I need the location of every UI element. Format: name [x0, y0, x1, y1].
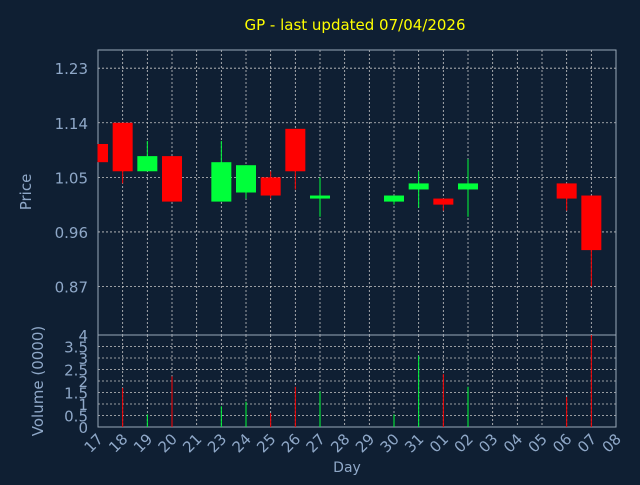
candle-body [137, 156, 158, 172]
candle [581, 195, 602, 287]
candle [112, 122, 133, 184]
price-y-tick-label: 0.96 [55, 224, 88, 242]
volume-y-tick-label: 0.5 [64, 408, 88, 426]
chart-title: GP - last updated 07/04/2026 [244, 16, 465, 34]
volume-plot-frame [97, 334, 617, 428]
candle-body [236, 165, 256, 193]
candle [285, 128, 306, 190]
price-y-ticks: 1.23 1.14 1.05 0.96 0.87 [55, 60, 88, 296]
candle-body [162, 156, 182, 202]
volume-y-tick-label: 0 [78, 419, 88, 437]
volume-y-tick-label: 1.5 [64, 385, 88, 403]
candle-body [408, 183, 429, 190]
candle-body [433, 198, 454, 205]
volume-axis-label: Volume (0000) [29, 326, 47, 436]
candle [137, 140, 158, 172]
volume-y-tick-label: 2.5 [64, 362, 88, 380]
candles [97, 122, 602, 287]
candle-body [260, 177, 281, 196]
candle [260, 171, 281, 199]
candle [384, 195, 404, 205]
candle [458, 159, 478, 217]
price-y-tick-label: 1.14 [55, 115, 88, 133]
candle-body [458, 183, 478, 190]
volume-y-ticks: 43.532.521.510.50 [64, 327, 88, 437]
candle [97, 143, 108, 163]
volume-y-tick-label: 2 [78, 373, 88, 391]
volume-y-tick-label: 3.5 [64, 339, 88, 357]
candle-body [112, 122, 133, 172]
candle-body [384, 195, 404, 202]
price-y-tick-label: 0.87 [55, 278, 88, 296]
candle-body [310, 195, 330, 199]
candle-body [581, 195, 602, 251]
candle [433, 198, 454, 211]
candle [162, 156, 182, 202]
candle-body [211, 162, 232, 202]
x-axis-label: Day [333, 460, 361, 476]
candle [211, 140, 232, 202]
volume-y-tick-label: 4 [78, 327, 88, 345]
price-axis-label: Price [17, 174, 35, 211]
candle [408, 171, 429, 208]
volume-y-tick-label: 3 [78, 350, 88, 368]
candle-body [285, 128, 306, 172]
volume-y-tick-label: 1 [78, 396, 88, 414]
candle [310, 177, 330, 217]
price-y-tick-label: 1.23 [55, 60, 88, 78]
price-y-tick-label: 1.05 [55, 169, 88, 187]
candle-body [98, 143, 108, 163]
volume-bars [122, 335, 592, 427]
candle [556, 183, 577, 211]
candle-body [556, 183, 577, 199]
candle [236, 165, 256, 199]
